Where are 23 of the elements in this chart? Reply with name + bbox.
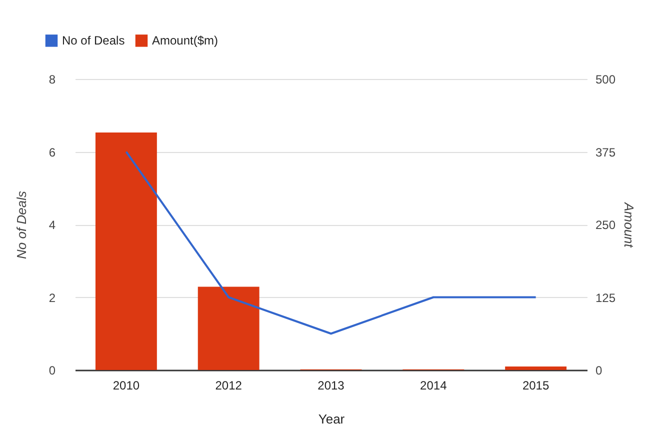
x-tick-label: 2012 xyxy=(215,378,242,392)
legend-label: No of Deals xyxy=(62,34,125,48)
x-tick-label: 2013 xyxy=(318,378,345,392)
y-tick-label: 0 xyxy=(48,364,56,378)
y2-tick-label: 500 xyxy=(596,72,616,86)
y-tick-label: 4 xyxy=(48,218,56,232)
y-tick-label: 6 xyxy=(48,145,56,160)
y2-tick-label: 125 xyxy=(596,290,616,305)
y2-tick-label: 375 xyxy=(596,145,616,160)
y-tick-label: 8 xyxy=(48,72,56,86)
x-tick-label: 2015 xyxy=(522,378,550,392)
y-axis-title: No of Deals xyxy=(14,190,29,259)
y2-axis-title: Amount xyxy=(622,202,637,249)
x-tick-label: 2014 xyxy=(420,378,448,392)
y-tick-label: 2 xyxy=(48,290,56,305)
x-tick-label: 2010 xyxy=(112,378,140,392)
bar xyxy=(95,132,157,370)
y2-tick-label: 250 xyxy=(596,218,616,232)
bar xyxy=(198,286,260,370)
x-axis-title: Year xyxy=(318,412,346,426)
legend-label: Amount($m) xyxy=(152,34,218,48)
y2-tick-label: 0 xyxy=(596,364,602,378)
bar xyxy=(505,366,567,370)
